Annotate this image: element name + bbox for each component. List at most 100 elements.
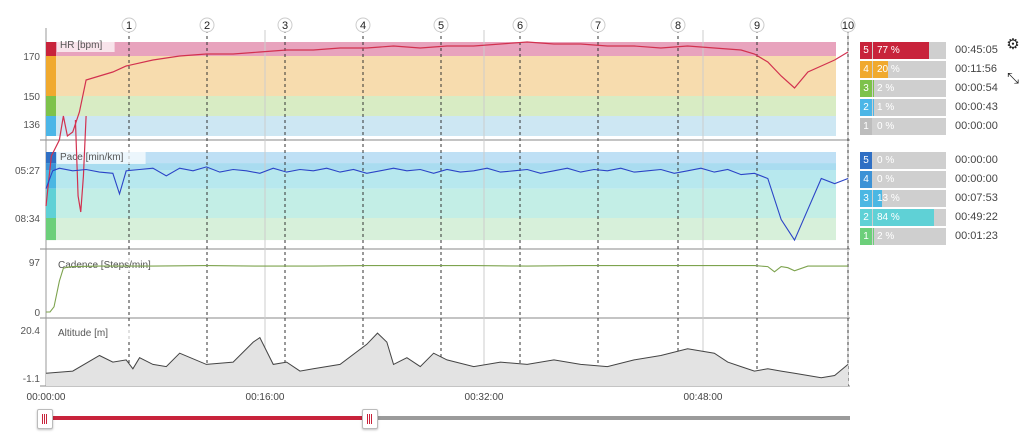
pace-zone-marker xyxy=(46,218,56,241)
zone-percent: 20 % xyxy=(877,64,900,75)
pace-zone-marker xyxy=(46,163,56,170)
zone-number: 5 xyxy=(860,42,872,59)
zone-time: 00:07:53 xyxy=(955,192,998,204)
hr-zone-marker xyxy=(46,116,56,136)
zone-percent: 0 % xyxy=(877,121,895,132)
zone-number: 2 xyxy=(860,209,872,226)
km-marker-label: 10 xyxy=(842,20,854,32)
zone-time: 00:00:54 xyxy=(955,82,998,94)
panel-label-bg xyxy=(55,326,138,340)
km-marker-badge xyxy=(512,17,528,33)
km-marker-label: 5 xyxy=(438,20,444,32)
zone-number: 4 xyxy=(860,61,872,78)
time-tick-label: 00:00:00 xyxy=(26,392,66,403)
hr-zone-marker xyxy=(46,96,56,116)
zone-percent: 0 % xyxy=(877,174,895,185)
hr-y-tick: 170 xyxy=(23,52,40,63)
zone-time: 00:00:00 xyxy=(955,154,998,166)
zone-fill xyxy=(873,42,930,59)
zone-number: 1 xyxy=(860,228,872,245)
gear-icon[interactable]: ⚙ xyxy=(1006,36,1020,53)
zone-fill xyxy=(873,80,875,97)
zone-number: 4 xyxy=(860,171,872,188)
pace-zone-marker xyxy=(46,170,56,189)
km-marker-badge xyxy=(199,17,215,33)
panel-label: Pace [min/km] xyxy=(60,152,124,163)
zone-bar-row: 4 0 % xyxy=(860,171,946,188)
timeline-slider-fill xyxy=(44,416,369,420)
cadence-line xyxy=(46,265,848,313)
altitude-area xyxy=(46,333,848,386)
pace-y-tick: 05:27 xyxy=(15,166,40,177)
panel-label-bg xyxy=(57,150,146,164)
hr-zone-marker xyxy=(46,42,56,56)
km-marker-label: 9 xyxy=(754,20,760,32)
km-marker-label: 6 xyxy=(517,20,523,32)
zone-fill xyxy=(873,99,874,116)
zone-percent: 2 % xyxy=(877,83,895,94)
time-tick-label: 00:48:00 xyxy=(683,392,723,403)
zone-bar-row: 3 13 % xyxy=(860,190,946,207)
zone-percent: 0 % xyxy=(877,155,895,166)
km-marker-badge xyxy=(121,17,137,33)
altitude-y-tick: 20.4 xyxy=(21,326,41,337)
zone-time: 00:11:56 xyxy=(955,63,998,75)
zone-bar-row: 1 0 % xyxy=(860,118,946,135)
zone-time: 00:00:43 xyxy=(955,101,998,113)
zone-percent: 13 % xyxy=(877,193,900,204)
zone-number: 3 xyxy=(860,190,872,207)
hr-zone-marker xyxy=(46,56,56,96)
km-marker-label: 8 xyxy=(675,20,681,32)
activity-chart: 1 2 3 4 5 6 7 8 9 10 HR [bpm] Pace [min/km] Cadence … xyxy=(15,17,856,387)
panel-label-bg xyxy=(57,38,115,52)
km-marker-badge xyxy=(277,17,293,33)
zone-number: 5 xyxy=(860,152,872,169)
pace-zone-band xyxy=(46,170,836,189)
zone-bar-row: 2 84 % xyxy=(860,209,946,226)
hr-zone-band xyxy=(46,96,836,116)
km-marker-badge xyxy=(670,17,686,33)
zone-percent: 1 % xyxy=(877,102,895,113)
altitude-y-tick: -1.1 xyxy=(23,374,41,385)
slider-end-handle[interactable] xyxy=(361,409,378,429)
timeline-slider-track[interactable] xyxy=(44,416,850,420)
zone-percent: 77 % xyxy=(877,45,900,56)
km-marker-label: 7 xyxy=(595,20,601,32)
km-marker-label: 3 xyxy=(282,20,288,32)
panel-label: HR [bpm] xyxy=(60,40,102,51)
zone-fill xyxy=(873,61,888,78)
zone-bar-row: 4 20 % xyxy=(860,61,946,78)
zone-number: 1 xyxy=(860,118,872,135)
zone-time: 00:00:00 xyxy=(955,120,998,132)
pace-zone-marker xyxy=(46,188,56,218)
zone-percent: 2 % xyxy=(877,231,895,242)
hr-y-tick: 150 xyxy=(23,92,40,103)
cadence-y-tick: 97 xyxy=(29,258,41,269)
hr-line xyxy=(45,41,849,207)
zone-bar-row: 5 0 % xyxy=(860,152,946,169)
zone-fill xyxy=(873,190,883,207)
zone-time: 00:01:23 xyxy=(955,230,998,242)
km-marker-badge xyxy=(355,17,371,33)
zone-fill xyxy=(873,209,935,226)
pace-line xyxy=(45,166,849,242)
zone-bar-row: 1 2 % xyxy=(860,228,946,245)
km-marker-badge xyxy=(590,17,606,33)
expand-icon[interactable]: ⤡ xyxy=(1006,70,1019,87)
pace-zone-band xyxy=(46,163,836,170)
zone-bar-row: 2 1 % xyxy=(860,99,946,116)
km-marker-badge xyxy=(749,17,765,33)
panel-label: Altitude [m] xyxy=(58,328,108,339)
time-tick-label: 00:16:00 xyxy=(245,392,285,403)
slider-start-handle[interactable] xyxy=(37,409,53,429)
pace-y-tick: 08:34 xyxy=(15,214,40,225)
panel-label: Cadence [Steps/min] xyxy=(58,260,151,271)
cadence-y-tick: 0 xyxy=(34,308,40,319)
altitude-line xyxy=(45,332,849,379)
zone-time: 00:00:00 xyxy=(955,173,998,185)
zone-number: 3 xyxy=(860,80,872,97)
km-marker-label: 4 xyxy=(360,20,366,32)
zone-time: 00:49:22 xyxy=(955,211,998,223)
zone-percent: 84 % xyxy=(877,212,900,223)
zone-fill xyxy=(873,228,875,245)
